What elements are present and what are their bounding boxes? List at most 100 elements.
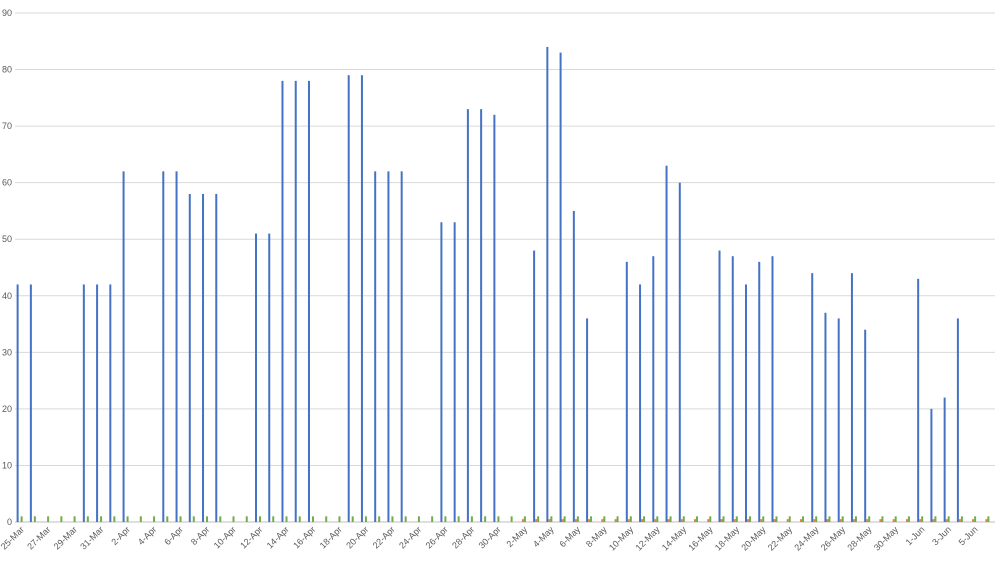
bar: [786, 519, 789, 522]
bar: [86, 516, 89, 522]
bar: [360, 75, 363, 522]
bar: [272, 516, 275, 522]
bar: [775, 516, 778, 522]
bar: [839, 519, 842, 522]
x-tick-label: 16-Apr: [291, 524, 317, 550]
x-tick-label: 12-May: [633, 524, 662, 553]
bar: [126, 516, 129, 522]
bar: [576, 516, 579, 522]
x-tick-label: 5-Jun: [957, 524, 980, 547]
bar: [601, 519, 604, 522]
x-tick-label: 30-May: [872, 524, 901, 553]
bar: [179, 516, 182, 522]
x-tick-label: 8-Apr: [189, 524, 212, 547]
x-tick-label: 14-Apr: [265, 524, 291, 550]
bar: [958, 519, 961, 522]
x-tick-label: 31-Mar: [78, 524, 105, 551]
bar: [720, 519, 723, 522]
bar: [652, 256, 655, 522]
bar: [972, 519, 975, 522]
bar: [881, 516, 884, 522]
bar: [100, 516, 103, 522]
bar: [919, 519, 922, 522]
bar: [574, 519, 577, 522]
bar: [762, 516, 765, 522]
bar: [828, 516, 831, 522]
bar: [788, 516, 791, 522]
bar: [616, 516, 619, 522]
bar: [943, 397, 946, 522]
bar: [603, 516, 606, 522]
bar: [892, 519, 895, 522]
bar: [417, 516, 420, 522]
x-tick-label: 14-May: [660, 524, 689, 553]
x-tick-label: 6-Apr: [162, 524, 185, 547]
bar: [466, 109, 469, 523]
bar: [122, 171, 125, 522]
x-tick-label: 22-May: [766, 524, 795, 553]
y-tick-label: 0: [7, 517, 12, 527]
y-tick-label: 50: [2, 234, 12, 244]
bar: [868, 516, 871, 522]
bar: [73, 516, 76, 522]
bar: [431, 516, 434, 522]
bar: [535, 519, 538, 522]
bar: [550, 516, 553, 522]
bar: [192, 516, 195, 522]
bar: [548, 519, 551, 522]
bar: [374, 171, 377, 522]
bar: [255, 233, 257, 523]
bar: [563, 516, 566, 522]
bar: [641, 519, 644, 522]
bar: [311, 516, 314, 522]
bar: [974, 516, 977, 522]
x-tick-label: 1-Jun: [904, 524, 927, 547]
bar: [523, 516, 526, 522]
bar: [16, 284, 19, 522]
bar: [680, 519, 683, 522]
bar: [841, 516, 844, 522]
bar: [815, 516, 818, 522]
bar: [956, 318, 959, 522]
bar: [932, 519, 935, 522]
bar: [799, 519, 802, 522]
bar: [639, 284, 642, 522]
bar: [731, 256, 734, 522]
x-tick-label: 20-May: [739, 524, 768, 553]
bar: [175, 171, 178, 522]
bar: [166, 516, 169, 522]
x-tick-label: 10-May: [607, 524, 636, 553]
bar: [629, 516, 632, 522]
bar: [985, 519, 988, 522]
bar: [682, 516, 685, 522]
bar: [930, 408, 933, 522]
x-tick-label: 22-Apr: [371, 524, 397, 550]
bar: [215, 193, 218, 522]
bar: [561, 519, 564, 522]
bar: [453, 222, 456, 522]
bar: [338, 516, 341, 522]
bar: [947, 516, 950, 522]
x-tick-label: 29-Mar: [52, 524, 79, 551]
x-tick-label: 4-May: [531, 524, 556, 549]
x-tick-label: 8-May: [584, 524, 609, 549]
bar: [480, 109, 483, 523]
bar: [696, 516, 699, 522]
bar: [745, 284, 747, 522]
bar: [497, 516, 500, 522]
bar: [667, 519, 670, 522]
bar: [457, 516, 460, 522]
bar: [866, 519, 869, 522]
bar: [572, 210, 575, 522]
y-tick-label: 30: [2, 347, 12, 357]
bar: [718, 250, 721, 523]
x-tick-label: 3-Jun: [930, 524, 953, 547]
bar: [826, 519, 829, 522]
bar: [60, 516, 63, 522]
bar: [268, 233, 271, 523]
bar: [987, 516, 990, 522]
bar: [188, 193, 191, 522]
bar: [33, 516, 36, 522]
bar: [709, 516, 712, 522]
bar: [627, 519, 630, 522]
